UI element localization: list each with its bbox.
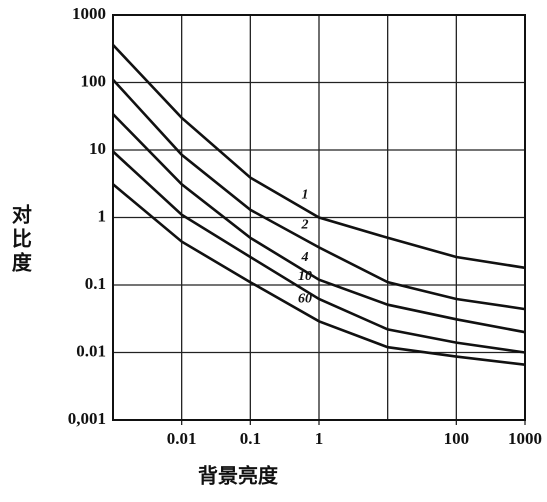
curve-label: 2 bbox=[301, 218, 309, 233]
y-tick-label: 1 bbox=[98, 206, 107, 225]
curve bbox=[112, 44, 526, 270]
x-tick-label: 100 bbox=[444, 429, 470, 448]
curve bbox=[112, 78, 526, 311]
x-tick-label: 0.1 bbox=[240, 429, 261, 448]
x-tick-label: 1000 bbox=[508, 429, 542, 448]
plot-frame bbox=[112, 14, 526, 421]
curve-label: 4 bbox=[301, 250, 309, 265]
curve bbox=[112, 113, 526, 334]
x-tick-label: 1 bbox=[315, 429, 324, 448]
curve bbox=[112, 150, 526, 354]
y-tick-label: 0.1 bbox=[85, 274, 106, 293]
y-axis-label: 对比度 bbox=[8, 203, 31, 276]
x-tick-label: 0.01 bbox=[167, 429, 197, 448]
y-tick-label: 0.01 bbox=[76, 341, 106, 360]
y-tick-label: 0,001 bbox=[68, 409, 106, 428]
curve-label: 1 bbox=[302, 188, 309, 203]
curve-label: 10 bbox=[298, 269, 312, 284]
x-axis-label: 背景亮度 bbox=[198, 464, 279, 488]
y-tick-label: 1000 bbox=[72, 4, 106, 23]
curve bbox=[112, 183, 526, 366]
y-tick-label: 100 bbox=[81, 71, 107, 90]
curve-label: 60 bbox=[298, 292, 312, 307]
y-tick-label: 10 bbox=[89, 139, 106, 158]
